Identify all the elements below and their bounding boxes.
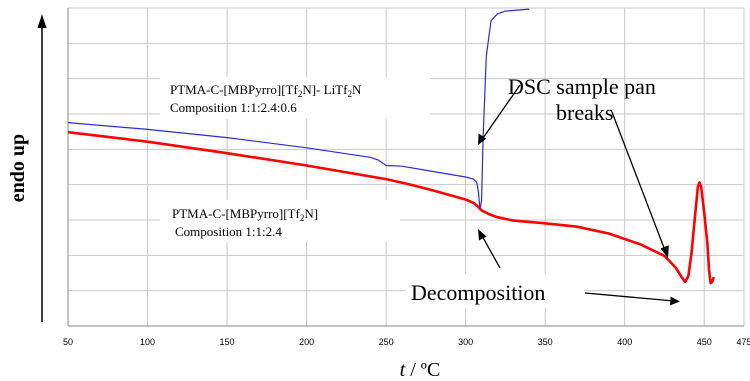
arrow-to-decomp-2 [584,292,675,302]
x-tick-label: 450 [697,337,712,347]
li-composition-label: Composition 1:1:2.4:0.6 [170,100,297,115]
x-tick-label: 150 [220,337,235,347]
x-axis-label: t / ºC [400,359,441,381]
x-tick-label: 250 [379,337,394,347]
arrow-to-blue-break [480,84,521,142]
annotation-arrows [478,84,680,306]
x-tick-label: 300 [458,337,473,347]
pure-composition-label: Composition 1:1:2.4 [175,224,282,239]
arrowhead-red-peak [660,245,669,258]
pure-label-box [160,200,400,242]
arrow-to-decomp-1 [480,233,501,269]
arrowhead-decomp-2 [670,296,680,306]
series-line-blue [67,8,530,211]
x-tick-label: 200 [299,337,314,347]
li-label-box [160,77,430,119]
y-axis-label: endo up [7,134,29,202]
x-tick-label: 50 [63,337,73,347]
pure-series-label: PTMA-C-[MBPyrro][Tf2N] [172,206,318,223]
decomposition-label: Decomposition [411,280,545,305]
decomp-box [406,274,584,308]
y-axis-arrow [37,14,47,322]
series-layer [67,8,716,285]
li-series-label: PTMA-C-[MBPyrro][Tf2N]- LiTf2N [170,82,362,99]
pan-breaks-label-line1: DSC sample pan [508,74,656,99]
pan-breaks-label-line2: breaks [556,100,613,125]
series-line-red [67,130,716,285]
arrow-to-red-peak [611,111,667,254]
x-tick-label: 400 [617,337,632,347]
x-tick-labels: 50 100 150 200 250 300 350 400 450 475 [63,337,750,347]
x-tick-label: 475 [736,337,750,347]
x-tick-label: 100 [140,337,155,347]
arrowhead-decomp-1 [478,229,487,241]
x-tick-label: 350 [538,337,553,347]
arrowhead-blue-break [478,133,487,145]
